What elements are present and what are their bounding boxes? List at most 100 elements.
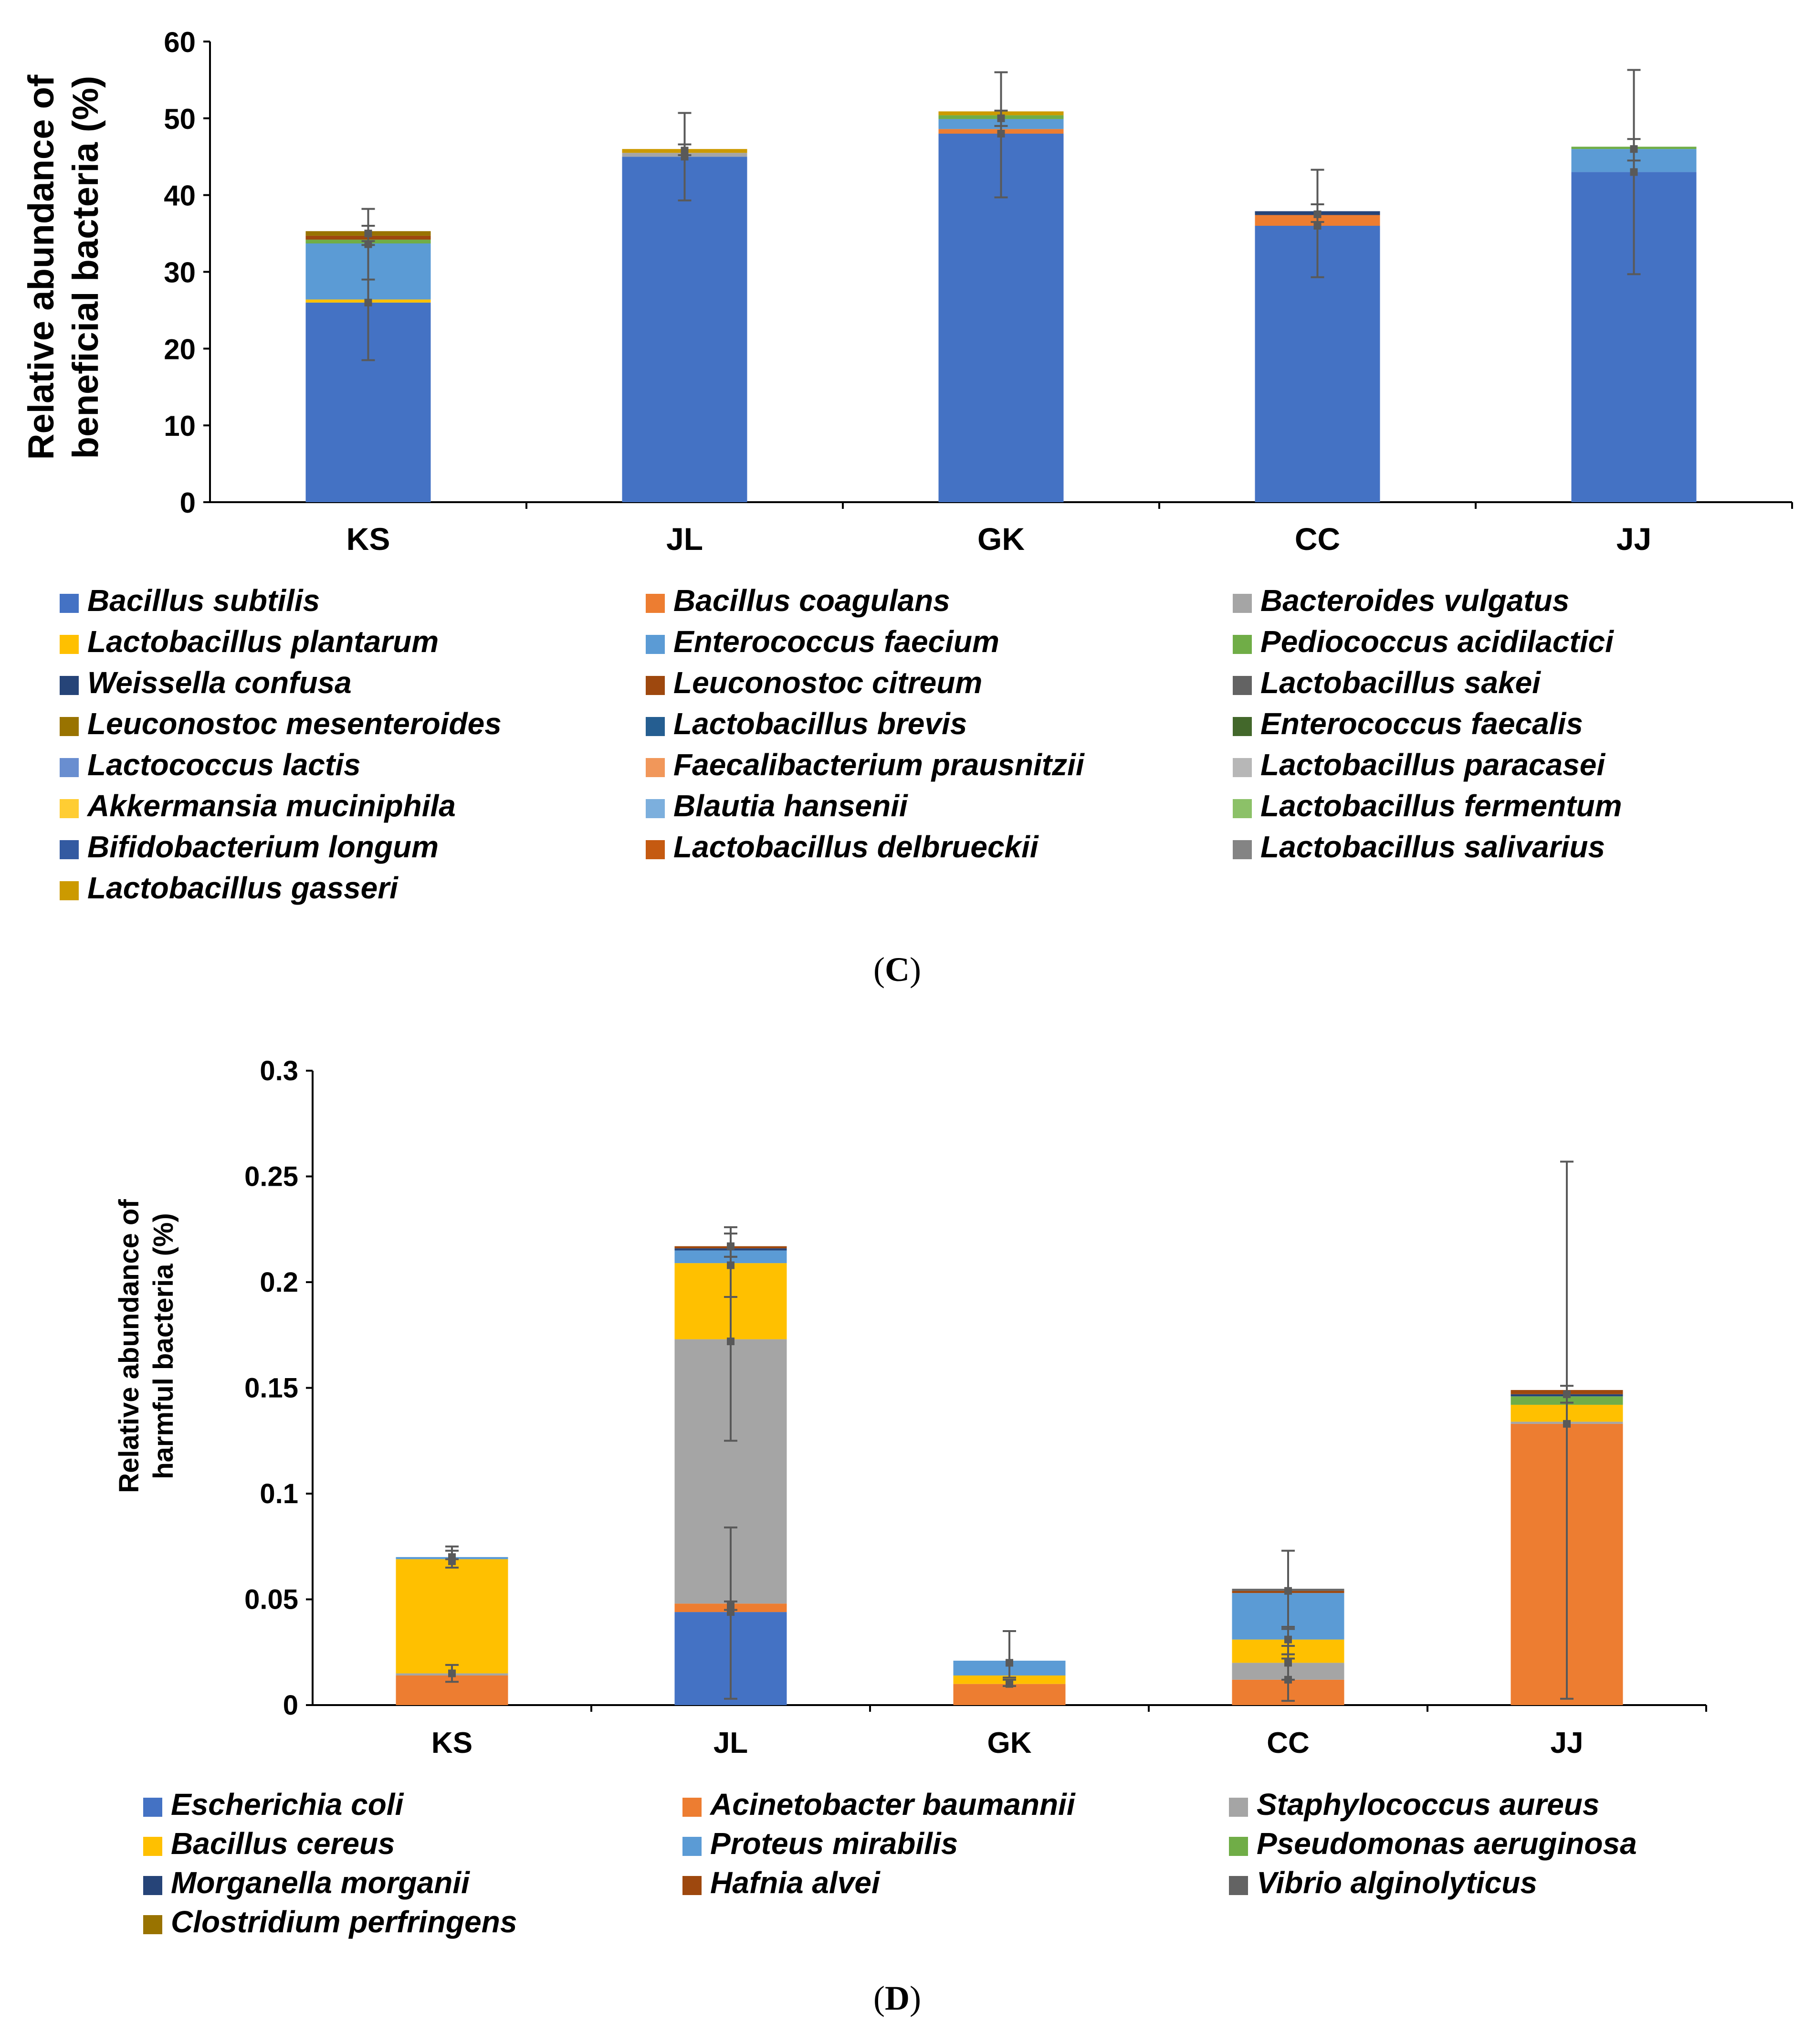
legend-swatch [143, 1876, 162, 1895]
panel-d-caption: (D) [873, 1979, 921, 2017]
legend-label: Bifidobacterium longum [87, 830, 439, 864]
panel-c-caption: (C) [873, 950, 921, 989]
x-tick-label-jl: JL [713, 1727, 748, 1760]
y-tick-label: 0 [283, 1690, 298, 1721]
legend-label: Lactobacillus fermentum [1260, 789, 1622, 823]
legend-label: Leuconostoc citreum [673, 665, 982, 700]
legend-item-lactobacillus-gasseri: Lactobacillus gasseri [60, 871, 399, 905]
legend-label: Lactobacillus sakei [1260, 665, 1541, 700]
legend-swatch [1233, 758, 1252, 777]
y-tick-label: 30 [164, 257, 196, 289]
legend-swatch [60, 840, 79, 859]
legend-swatch [646, 594, 665, 613]
panel-d-legend: Escherichia coli Acinetobacter baumannii S… [143, 1787, 1637, 1939]
legend-label: Proteus mirabilis [710, 1826, 958, 1861]
legend-label: Escherichia coli [171, 1787, 404, 1822]
legend-swatch [1233, 799, 1252, 818]
legend-item-bacillus-subtilis: Bacillus subtilis [60, 583, 320, 618]
legend-item-lactobacillus-delbrueckii: Lactobacillus delbrueckii [646, 830, 1039, 864]
legend-swatch [143, 1837, 162, 1856]
y-tick-label: 0 [180, 487, 196, 519]
legend-label: Bacillus coagulans [673, 583, 950, 618]
legend-swatch [646, 758, 665, 777]
y-tick-label: 40 [164, 180, 196, 212]
legend-label: Enterococcus faecium [673, 624, 999, 659]
legend-swatch [1233, 635, 1252, 654]
legend-swatch [1233, 676, 1252, 695]
error-bar-cc-bacillus-subtilis-marker [1313, 222, 1322, 230]
legend-item-bacteroides-vulgatus: Bacteroides vulgatus [1233, 583, 1569, 618]
legend-item-enterococcus-faecalis: Enterococcus faecalis [1233, 706, 1583, 741]
legend-label: Lactobacillus brevis [673, 706, 967, 741]
legend-label: Lactococcus lactis [87, 748, 361, 782]
legend-item-leuconostoc-citreum: Leuconostoc citreum [646, 665, 982, 700]
legend-swatch [1233, 717, 1252, 736]
legend-swatch [1233, 594, 1252, 613]
y-tick-label: 0.15 [244, 1373, 298, 1404]
x-tick-label-gk: GK [977, 521, 1025, 557]
legend-item-lactobacillus-sakei: Lactobacillus sakei [1233, 665, 1541, 700]
legend-label: Lactobacillus delbrueckii [673, 830, 1039, 864]
legend-label: Pseudomonas aeruginosa [1257, 1826, 1637, 1861]
legend-item-lactobacillus-plantarum: Lactobacillus plantarum [60, 624, 439, 659]
legend-label: Weissella confusa [87, 665, 352, 700]
error-bar-ks-bacillus-subtilis-marker [364, 298, 372, 306]
legend-item-lactobacillus-brevis: Lactobacillus brevis [646, 706, 967, 741]
y-tick-label: 50 [164, 103, 196, 135]
y-tick-label: 0.25 [244, 1161, 298, 1192]
legend-label: Pediococcus acidilactici [1260, 624, 1614, 659]
legend-label: Acinetobacter baumannii [709, 1787, 1076, 1822]
legend-label: Blautia hansenii [673, 789, 908, 823]
legend-item-bifidobacterium-longum: Bifidobacterium longum [60, 830, 439, 864]
error-bar-jj-acinetobacter-baumannii-marker [1563, 1420, 1571, 1428]
y-tick-label: 0.05 [244, 1584, 298, 1615]
legend-swatch [1229, 1837, 1248, 1856]
x-tick-label-gk: GK [987, 1727, 1032, 1760]
legend-swatch [60, 881, 79, 900]
legend-item-bacillus-cereus: Bacillus cereus [143, 1826, 395, 1861]
panel-d-ylabel-line-1: Relative abundance of [114, 1199, 145, 1493]
legend-label: Lactobacillus plantarum [87, 624, 439, 659]
y-tick-label: 0.2 [260, 1267, 298, 1298]
x-tick-label-jj: JJ [1616, 521, 1651, 557]
error-bar-ks-enterococcus-faecium-marker [364, 240, 372, 248]
legend-swatch [646, 840, 665, 859]
panel-c-error-bars [361, 69, 1641, 361]
legend-swatch [60, 676, 79, 695]
legend-item-proteus-mirabilis: Proteus mirabilis [682, 1826, 958, 1861]
legend-item-morganella-morganii: Morganella morganii [143, 1865, 470, 1900]
error-bar-ks-top-marker [448, 1553, 456, 1561]
legend-swatch [682, 1837, 702, 1856]
legend-swatch [1229, 1876, 1248, 1895]
panel-c-chart: Relative abundance of beneficial bacteri… [21, 26, 1793, 905]
legend-item-pseudomonas-aeruginosa: Pseudomonas aeruginosa [1229, 1826, 1637, 1861]
legend-swatch [60, 635, 79, 654]
legend-swatch [60, 758, 79, 777]
error-bar-jj-bacillus-subtilis-marker [1630, 168, 1638, 176]
panel-c-ylabel-line-1: Relative abundance of [21, 74, 62, 460]
x-tick-label-ks: KS [346, 521, 390, 557]
legend-item-vibrio-alginolyticus: Vibrio alginolyticus [1229, 1865, 1537, 1900]
legend-swatch [60, 594, 79, 613]
x-tick-label-cc: CC [1267, 1727, 1310, 1760]
legend-item-acinetobacter-baumannii: Acinetobacter baumannii [682, 1787, 1076, 1822]
legend-item-leuconostoc-mesenteroides: Leuconostoc mesenteroides [60, 706, 502, 741]
legend-swatch [60, 799, 79, 818]
legend-item-pediococcus-acidilactici: Pediococcus acidilactici [1233, 624, 1614, 659]
error-bar-cc-bacillus-cereus-marker [1284, 1635, 1292, 1644]
legend-swatch [1233, 840, 1252, 859]
x-tick-label-cc: CC [1295, 521, 1340, 557]
legend-label: Hafnia alvei [710, 1865, 881, 1900]
panel-d-error-bars [445, 1160, 1574, 1702]
legend-swatch [143, 1798, 162, 1817]
legend-label: Leuconostoc mesenteroides [87, 706, 502, 741]
panel-d-x-ticks: KS JL GK CC JJ [431, 1705, 1707, 1760]
legend-item-lactococcus-lactis: Lactococcus lactis [60, 748, 361, 782]
panel-d-y-ticks: 0 0.05 0.1 0.15 0.2 0.25 0.3 [244, 1055, 313, 1721]
legend-item-staphylococcus-aureus: Staphylococcus aureus [1229, 1787, 1599, 1822]
panel-c-y-ticks: 0 10 20 30 40 50 60 [164, 26, 210, 519]
y-tick-label: 0.1 [260, 1478, 298, 1509]
error-bar-gk-bacillus-subtilis-marker [997, 130, 1005, 137]
legend-label: Akkermansia muciniphila [86, 789, 456, 823]
error-bar-cc-staphylococcus-aureus-marker [1284, 1659, 1292, 1667]
